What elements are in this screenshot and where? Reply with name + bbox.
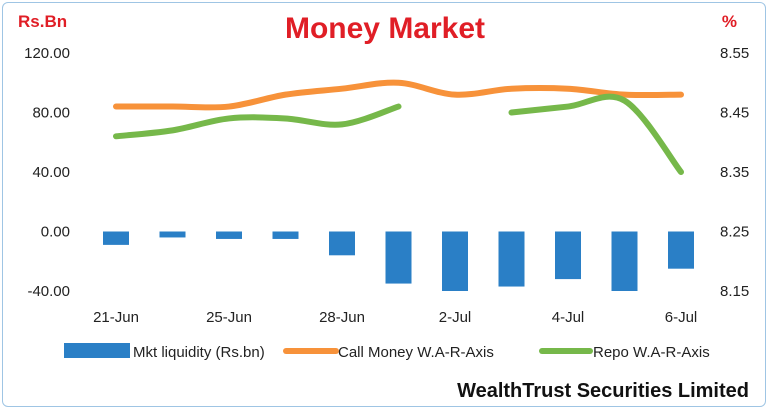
- x-tick-label: 2-Jul: [439, 309, 472, 326]
- right-axis-ticks: 8.55 8.45 8.35 8.25 8.15: [720, 45, 749, 300]
- liquidity-bar: [159, 231, 186, 238]
- legend-label-liquidity: Mkt liquidity (Rs.bn): [133, 344, 265, 361]
- legend-label-repo: Repo W.A-R-Axis: [593, 344, 710, 361]
- rate-lines: [113, 79, 684, 175]
- x-tick-label: 4-Jul: [552, 309, 585, 326]
- right-axis-unit: %: [722, 12, 737, 31]
- liquidity-bar: [329, 231, 355, 256]
- liquidity-bar: [555, 231, 581, 280]
- right-tick-label: 8.45: [720, 105, 749, 122]
- x-tick-label: 21-Jun: [93, 309, 139, 326]
- x-tick-label: 28-Jun: [319, 309, 365, 326]
- legend-label-call-money: Call Money W.A-R-Axis: [338, 344, 494, 361]
- right-tick-label: 8.55: [720, 45, 749, 62]
- chart-frame: [2, 2, 766, 407]
- liquidity-bar: [442, 231, 468, 291]
- x-tick-label: 6-Jul: [665, 309, 698, 326]
- right-tick-label: 8.25: [720, 224, 749, 241]
- call-money-line: [113, 79, 684, 111]
- liquidity-bar: [272, 231, 299, 239]
- repo-line: [113, 103, 402, 140]
- credit-text: WealthTrust Securities Limited: [457, 380, 749, 402]
- right-tick-label: 8.15: [720, 283, 749, 300]
- liquidity-bar: [385, 231, 412, 284]
- right-tick-label: 8.35: [720, 164, 749, 181]
- legend: Mkt liquidity (Rs.bn) Call Money W.A-R-A…: [64, 343, 710, 361]
- legend-swatch-liquidity: [64, 343, 130, 358]
- left-axis-unit: Rs.Bn: [18, 12, 67, 31]
- left-tick-label: 80.00: [32, 105, 70, 122]
- x-axis-ticks: 21-Jun 25-Jun 28-Jun 2-Jul 4-Jul 6-Jul: [93, 309, 697, 326]
- liquidity-bar: [668, 231, 694, 269]
- liquidity-bar: [103, 231, 129, 245]
- x-tick-label: 25-Jun: [206, 309, 252, 326]
- left-tick-label: 0.00: [41, 224, 70, 241]
- repo-line: [508, 93, 684, 175]
- left-axis-ticks: 120.00 80.00 40.00 0.00 -40.00: [24, 45, 70, 300]
- chart-title: Money Market: [285, 12, 485, 45]
- liquidity-bars: [103, 231, 694, 291]
- left-tick-label: -40.00: [27, 283, 70, 300]
- liquidity-bar: [498, 231, 525, 287]
- liquidity-bar: [611, 231, 638, 291]
- left-tick-label: 120.00: [24, 45, 70, 62]
- left-tick-label: 40.00: [32, 164, 70, 181]
- liquidity-bar: [216, 231, 242, 239]
